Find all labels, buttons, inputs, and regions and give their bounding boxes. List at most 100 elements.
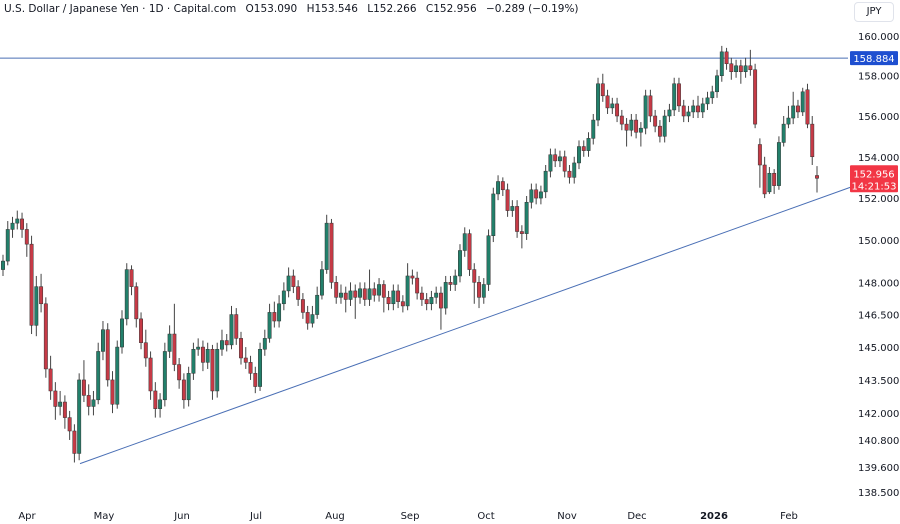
- candle: [458, 244, 462, 283]
- candle: [158, 393, 163, 418]
- candle-body: [734, 65, 739, 73]
- candle: [696, 95, 700, 119]
- candle: [262, 329, 267, 356]
- candle: [329, 218, 334, 289]
- candle-body: [72, 430, 77, 454]
- currency-button[interactable]: JPY: [854, 2, 894, 22]
- price-tick-label: 140.800: [858, 436, 899, 447]
- candle-body: [653, 115, 658, 127]
- candle-body: [800, 91, 805, 113]
- candle-body: [324, 222, 329, 270]
- time-axis[interactable]: Apr May Jun Jul Aug Sep Oct Nov Dec 2026 Feb: [18, 511, 798, 522]
- candle-body: [296, 286, 301, 300]
- candle: [443, 275, 448, 315]
- candle-body: [810, 123, 815, 158]
- candle-body: [362, 288, 367, 300]
- candle: [134, 282, 139, 328]
- candle: [220, 329, 224, 356]
- price-tick-label: 152.000: [858, 194, 899, 205]
- candle-body: [124, 269, 129, 320]
- candle: [729, 57, 734, 80]
- candle: [667, 103, 672, 123]
- candle-body: [224, 340, 229, 346]
- candle-body: [239, 338, 243, 359]
- candle: [538, 185, 543, 205]
- candle-body: [348, 290, 353, 300]
- candle: [139, 312, 143, 350]
- candle: [605, 89, 610, 114]
- candle: [29, 235, 34, 335]
- candle: [148, 351, 153, 400]
- candle: [296, 280, 301, 306]
- candle: [815, 166, 819, 193]
- candle: [172, 303, 177, 372]
- candle: [377, 278, 382, 302]
- candle: [386, 290, 391, 311]
- candle-body: [448, 282, 453, 285]
- candle-body: [329, 222, 334, 283]
- candle: [10, 216, 15, 238]
- candle-body: [696, 105, 700, 113]
- candle-body: [300, 299, 305, 313]
- candle-body: [91, 399, 96, 407]
- candle-body: [672, 83, 677, 111]
- candle-body: [62, 401, 67, 418]
- candle-body: [805, 89, 810, 125]
- candle-body: [638, 127, 643, 133]
- candle: [610, 97, 615, 114]
- candle-body: [453, 275, 458, 285]
- candle-body: [81, 379, 86, 396]
- candle: [77, 373, 82, 461]
- candle: [415, 271, 420, 300]
- candle: [634, 113, 639, 139]
- candle-body: [148, 357, 153, 392]
- candle-body: [705, 97, 710, 105]
- candle-body: [220, 340, 224, 350]
- candle-body: [162, 351, 167, 401]
- candle-body: [286, 275, 291, 292]
- last-price-label-bg: [850, 165, 898, 193]
- candle-body: [491, 193, 496, 236]
- candle-body: [372, 288, 377, 296]
- candle: [248, 355, 253, 380]
- candle: [353, 284, 358, 319]
- candle-body: [572, 162, 577, 178]
- candle: [24, 223, 29, 257]
- candle-body: [648, 95, 653, 117]
- candle-body: [662, 115, 667, 137]
- time-tick-label: Sep: [401, 511, 420, 522]
- candle: [120, 310, 124, 354]
- candle: [310, 305, 315, 328]
- candle: [1, 254, 5, 276]
- candle-body: [591, 119, 596, 139]
- candle-body: [358, 288, 362, 298]
- candle-body: [305, 312, 310, 324]
- candle: [553, 148, 558, 168]
- time-tick-label: Dec: [627, 511, 646, 522]
- candle-body: [381, 284, 386, 298]
- chart-legend: U.S. Dollar / Japanese Yen · 1D · Capita…: [4, 3, 585, 15]
- ohlc-close: C152.956: [425, 3, 477, 15]
- candle-body: [624, 123, 629, 131]
- candle-body: [29, 243, 34, 326]
- candle-body: [101, 329, 105, 352]
- candle: [110, 371, 115, 414]
- candle: [105, 323, 110, 387]
- time-tick-label: Oct: [477, 511, 494, 522]
- candle-body: [1, 260, 5, 270]
- candle: [462, 227, 467, 257]
- candle: [500, 177, 505, 197]
- candle-body: [586, 138, 591, 151]
- candle: [719, 45, 724, 82]
- candle-body: [181, 379, 186, 401]
- candle-body: [10, 222, 15, 230]
- candle-body: [543, 170, 548, 193]
- price-axis[interactable]: 160.000 158.000 156.000 154.000 152.000 150.0…: [858, 32, 899, 499]
- candle: [591, 113, 596, 145]
- candle-body: [39, 286, 44, 305]
- candle-body: [762, 164, 767, 195]
- candle: [557, 150, 562, 168]
- candle-body: [377, 284, 382, 296]
- candle: [372, 282, 377, 302]
